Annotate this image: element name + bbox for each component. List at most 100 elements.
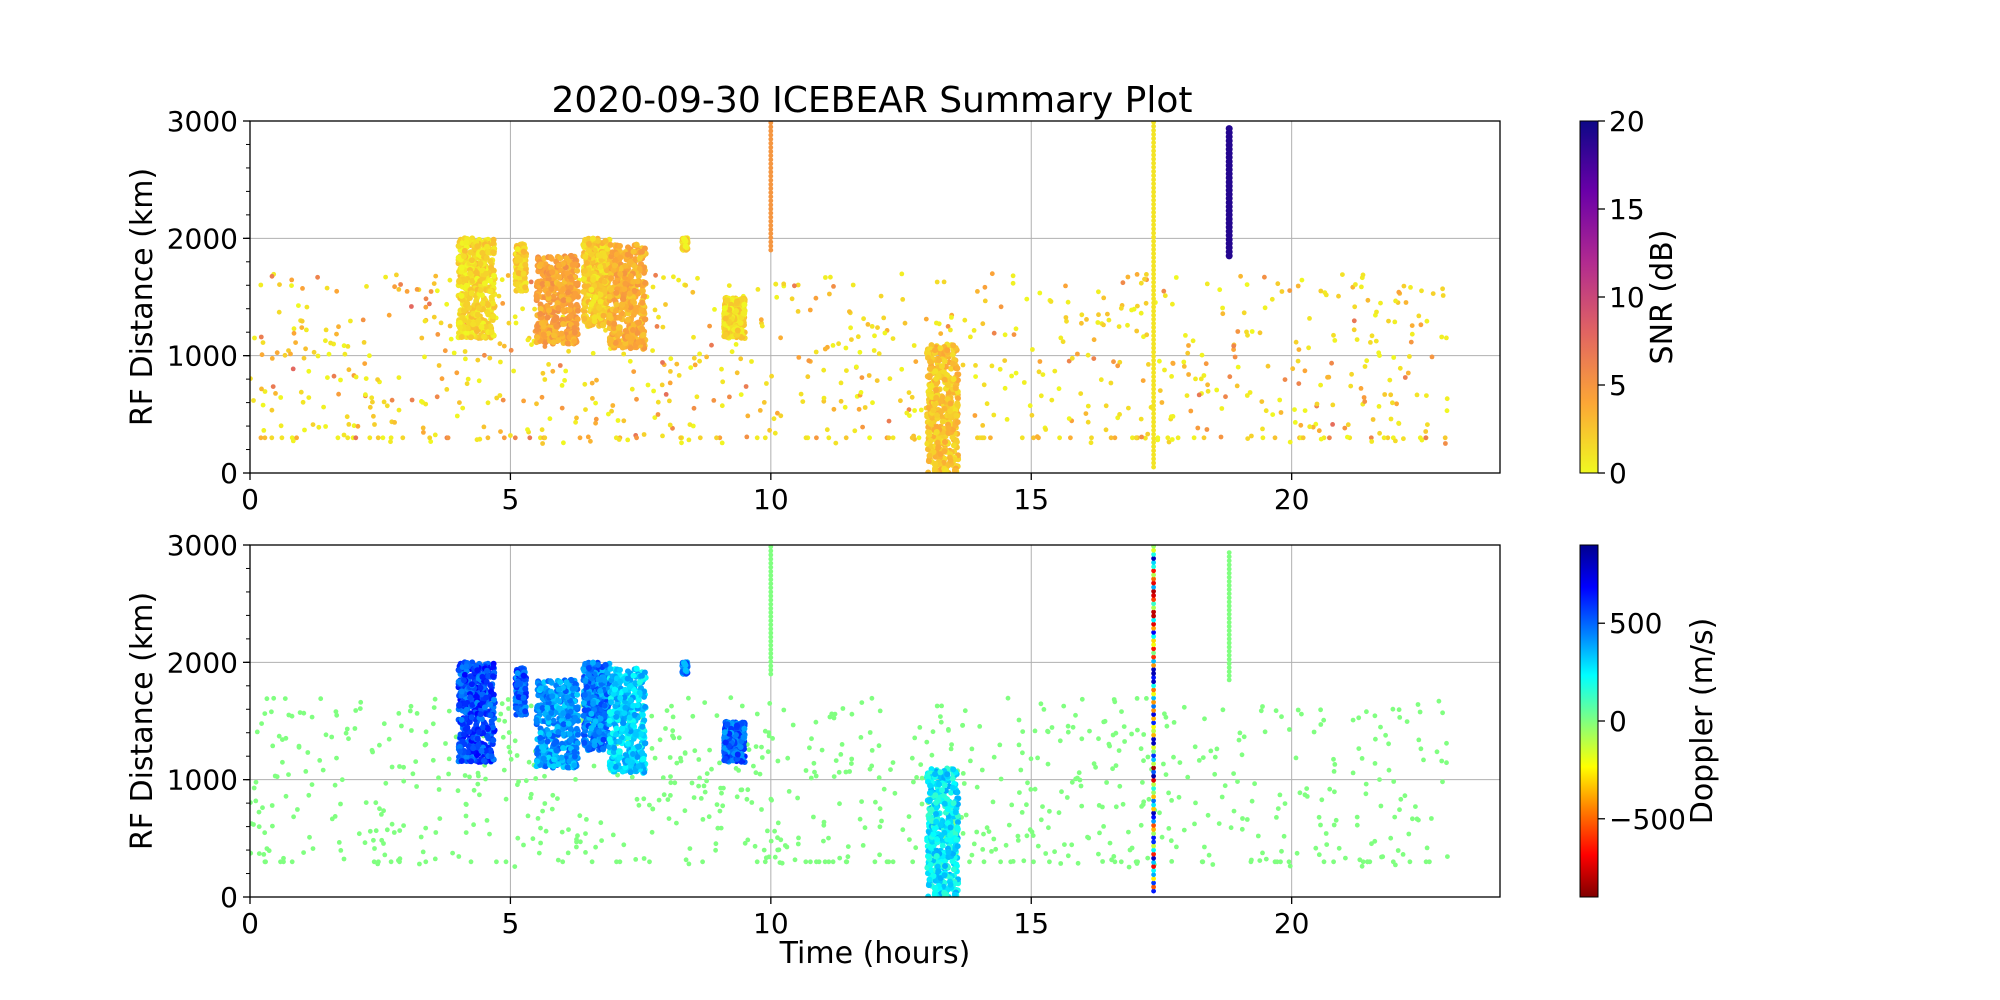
scatter-point <box>728 695 734 701</box>
cluster-point <box>955 395 961 402</box>
scatter-point <box>396 711 402 716</box>
scatter-point <box>973 374 978 379</box>
line-point <box>1151 140 1156 146</box>
scatter-point <box>656 314 661 320</box>
scatter-point <box>610 403 616 408</box>
cluster-point <box>627 345 634 352</box>
scatter-point <box>306 792 312 798</box>
cluster-point <box>463 706 470 713</box>
scatter-point <box>1295 707 1301 713</box>
scatter-point <box>676 735 682 741</box>
scatter-point <box>515 835 521 841</box>
scatter-point <box>401 778 407 784</box>
line-point <box>1151 222 1156 228</box>
cluster-point <box>564 340 571 347</box>
scatter-point <box>667 422 673 428</box>
scatter-point <box>1159 400 1165 405</box>
cluster-point <box>721 310 728 317</box>
cluster-point <box>483 694 490 701</box>
scatter-point <box>860 424 865 430</box>
cluster-point <box>555 262 562 269</box>
scatter-point <box>1043 851 1049 856</box>
scatter-point <box>1117 783 1123 789</box>
cluster-point <box>588 286 595 293</box>
scatter-point <box>831 774 837 779</box>
scatter-point <box>1260 426 1265 432</box>
cluster-point <box>589 235 596 242</box>
scatter-point <box>1188 408 1194 414</box>
scatter-point <box>913 845 919 851</box>
scatter-point <box>1332 789 1337 795</box>
scatter-point <box>1388 835 1394 841</box>
scatter-point <box>904 410 910 416</box>
scatter-point <box>503 796 509 802</box>
scatter-point <box>938 714 943 719</box>
snr-colorbar-label: SNR (dB) <box>1645 230 1680 365</box>
scatter-point <box>1047 808 1052 814</box>
cluster-point <box>637 307 644 313</box>
scatter-point <box>659 382 665 388</box>
cluster-point <box>538 320 545 327</box>
cluster-point <box>630 278 637 285</box>
scatter-point <box>988 435 993 441</box>
scatter-point <box>1119 709 1124 714</box>
scatter-point <box>777 860 783 865</box>
scatter-point <box>941 279 947 285</box>
scatter-point <box>610 832 616 838</box>
scatter-point <box>1244 817 1250 822</box>
cluster-point <box>478 748 485 754</box>
scatter-point <box>1140 378 1146 383</box>
scatter-point <box>276 733 282 739</box>
scatter-point <box>1414 392 1420 398</box>
cluster-point <box>482 747 489 754</box>
scatter-point <box>683 857 689 863</box>
scatter-point <box>1409 323 1415 328</box>
scatter-point <box>485 435 491 441</box>
scatter-point <box>866 373 872 378</box>
scatter-point <box>717 808 723 814</box>
scatter-point <box>963 812 969 818</box>
line-point <box>768 128 774 134</box>
line-point <box>768 157 774 163</box>
line-point <box>768 247 774 253</box>
scatter-point <box>1332 762 1338 767</box>
scatter-point <box>660 433 665 439</box>
scatter-point <box>691 795 697 800</box>
scatter-point <box>686 695 691 701</box>
scatter-point <box>1319 797 1325 803</box>
cluster-point <box>474 243 481 250</box>
scatter-point <box>280 759 285 765</box>
scatter-point <box>430 757 436 763</box>
scatter-point <box>1332 338 1338 343</box>
scatter-point <box>420 849 426 855</box>
scatter-point <box>1321 859 1327 865</box>
scatter-point <box>386 312 392 318</box>
scatter-point <box>455 788 461 794</box>
scatter-point <box>695 275 700 281</box>
scatter-point <box>1350 717 1356 723</box>
scatter-point <box>432 696 438 702</box>
cluster-point <box>520 270 527 277</box>
scatter-point <box>845 844 851 849</box>
scatter-point <box>394 272 399 278</box>
line-point <box>1151 226 1156 232</box>
scatter-point <box>614 859 619 865</box>
scatter-point <box>892 790 898 796</box>
scatter-point <box>436 363 442 368</box>
scatter-point <box>382 852 388 858</box>
scatter-point <box>468 859 474 865</box>
scatter-point <box>1035 843 1041 849</box>
scatter-point <box>431 281 437 286</box>
scatter-point <box>899 366 905 372</box>
scatter-point <box>1219 794 1225 800</box>
scatter-point <box>1126 864 1132 870</box>
scatter-point <box>714 713 720 718</box>
scatter-point <box>430 721 436 727</box>
cluster-point <box>632 256 639 262</box>
scatter-point <box>768 796 774 802</box>
scatter-point <box>949 742 954 747</box>
scatter-point <box>690 713 696 719</box>
scatter-point <box>1245 436 1251 441</box>
line-point <box>1151 407 1156 412</box>
scatter-point <box>984 401 990 407</box>
